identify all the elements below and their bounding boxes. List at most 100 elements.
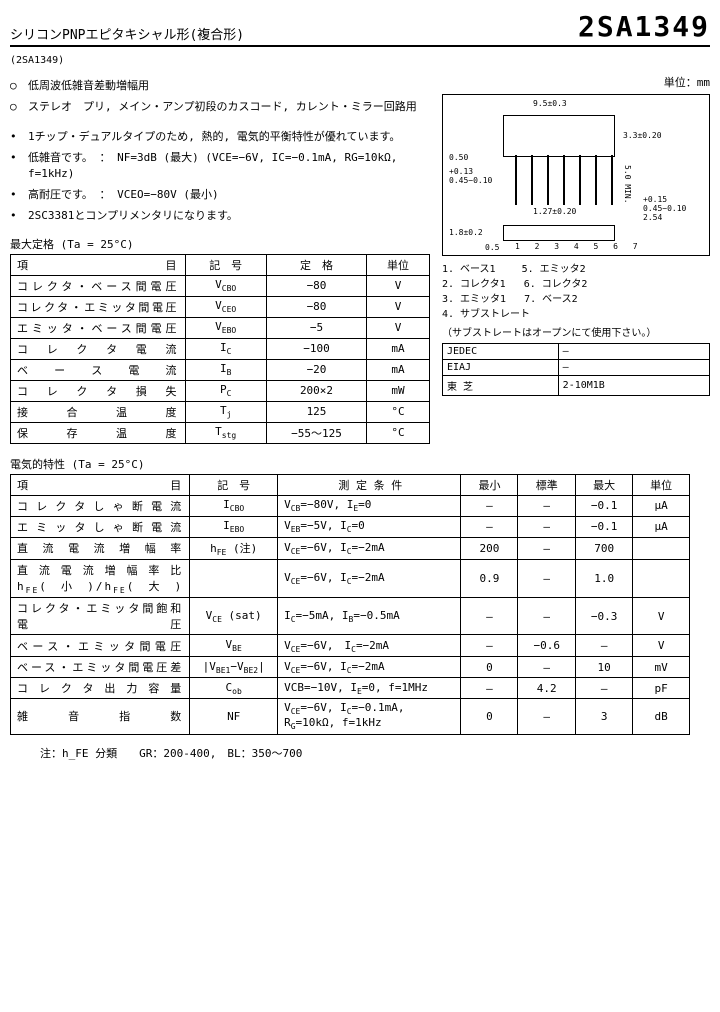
cell-name: ベース・エミッタ間電圧差 [11,657,190,678]
subtitle: シリコンPNPエピタキシャル形(複合形) [10,24,244,43]
cell-unit: V [367,296,430,317]
cell-value: −80 [266,275,366,296]
cell-symbol: NF [190,699,278,734]
dim-sidew: 0.5 [485,243,499,252]
th-symbol: 記 号 [190,474,278,495]
dim-thickness: 3.3±0.20 [623,131,662,140]
pin-numbers: 1 2 3 4 5 6 7 [515,242,643,251]
max-ratings-table: 項 目 記 号 定 格 単位 コレクタ・ベース間電圧VCBO−80Vコレクタ・エ… [10,254,430,444]
feature-item: 高耐圧です。 ： VCEO=−80V (最小) [10,187,430,202]
cell-cond: VCE=−6V, IC=−2mA [278,657,461,678]
cell-max: 1.0 [575,559,632,597]
pin-label: 3. エミッタ1 [442,290,506,305]
cell-unit: µA [633,495,690,516]
cell-name: コレクタ・エミッタ間電圧 [11,296,186,317]
feature-list: 1チップ・デュアルタイプのため, 熱的, 電気的平衡特性が優れています。 低雑音… [10,129,430,224]
cell-typ: ― [518,559,575,597]
pin-label: 2. コレクタ1 [442,275,506,290]
cell-value: 125 [266,401,366,422]
cell-cond: VCE=−6V, IC=−2mA [278,635,461,657]
feature-item: 低雑音です。 ： NF=3dB (最大) (VCE=−6V, IC=−0.1mA… [10,150,430,181]
feature-item: 2SC3381とコンプリメンタリになります。 [10,208,430,223]
pin-label: 7. ベース2 [524,290,578,305]
ref-label: 東 芝 [443,376,559,396]
cell-symbol: PC [185,380,266,401]
ref-label: EIAJ [443,360,559,376]
part-number: 2SA1349 [578,10,710,43]
cell-name: 直流電流増幅率比 hFE(小)/hFE(大) [11,559,190,597]
cell-symbol: Tj [185,401,266,422]
cell-unit [633,559,690,597]
th-unit: 単位 [367,254,430,275]
substrate-note: （サブストレートはオープンにて使用下さい。） [442,324,710,339]
ref-value: ― [558,344,709,360]
cell-typ: −0.6 [518,635,575,657]
pin-list: 1. ベース15. エミッタ2 2. コレクタ16. コレクタ2 3. エミッタ… [442,260,710,320]
cell-unit: °C [367,401,430,422]
cell-value: 200×2 [266,380,366,401]
cell-value: −100 [266,338,366,359]
cell-name: 接 合 温 度 [11,401,186,422]
cell-min: 0 [461,699,518,734]
cell-unit: µA [633,516,690,537]
cell-value: −20 [266,359,366,380]
ref-table: JEDEC― EIAJ― 東 芝2-10M1B [442,343,710,396]
dim-leadout: +0.15 0.45−0.10 [643,195,686,213]
cell-min: ― [461,635,518,657]
cell-name: コ レ ク タ 電 流 [11,338,186,359]
cell-symbol: VEBO [185,317,266,338]
dim-leadt: +0.13 0.45−0.10 [449,167,492,185]
cell-symbol: VCEO [185,296,266,317]
cell-typ: ― [518,699,575,734]
cell-symbol: |VBE1−VBE2| [190,657,278,678]
cell-name: 保 存 温 度 [11,422,186,443]
small-part-id: (2SA1349) [10,55,710,66]
cell-typ: ― [518,598,575,635]
dim-pitch2: 2.54 [643,213,662,222]
cell-value: −80 [266,296,366,317]
cell-name: コレクタしゃ断電流 [11,495,190,516]
cell-symbol: VCBO [185,275,266,296]
cell-max: −0.1 [575,516,632,537]
cell-symbol: Cob [190,678,278,699]
cell-max: −0.1 [575,495,632,516]
cell-symbol: VCE (sat) [190,598,278,635]
th-max: 最大 [575,474,632,495]
cell-symbol: IC [185,338,266,359]
cell-min: 0.9 [461,559,518,597]
pin-label: 5. エミッタ2 [522,260,586,275]
cell-symbol: hFE (注) [190,537,278,559]
pin-label: 4. サブストレート [442,305,530,320]
dim-width: 9.5±0.3 [533,99,567,108]
cell-unit: mW [367,380,430,401]
cell-unit: mV [633,657,690,678]
cell-cond: VEB=−5V, IC=0 [278,516,461,537]
hfe-footnote: 注：h_FE 分類 GR：200-400, BL：350〜700 [10,745,710,761]
cell-name: 直 流 電 流 増 幅 率 [11,537,190,559]
th-min: 最小 [461,474,518,495]
cell-symbol: IB [185,359,266,380]
cell-name: エミッタしゃ断電流 [11,516,190,537]
th-item: 項 目 [11,254,186,275]
cell-symbol: Tstg [185,422,266,443]
cell-symbol: IEBO [190,516,278,537]
cell-min: 0 [461,657,518,678]
max-ratings-title: 最大定格 (Ta = 25°C) [10,236,430,252]
cell-max: 10 [575,657,632,678]
cell-name: コレクタ出力容量 [11,678,190,699]
cell-unit [633,537,690,559]
cell-cond: IC=−5mA, IB=−0.5mA [278,598,461,635]
cell-typ: ― [518,495,575,516]
header: シリコンPNPエピタキシャル形(複合形) 2SA1349 [10,10,710,47]
ref-value: ― [558,360,709,376]
pin-label: 1. ベース1 [442,260,496,275]
cell-name: コレクタ・エミッタ間飽和電圧 [11,598,190,635]
dim-sideh: 1.8±0.2 [449,228,483,237]
cell-name: ベース・エミッタ間電圧 [11,635,190,657]
feature-item: 1チップ・デュアルタイプのため, 熱的, 電気的平衡特性が優れています。 [10,129,430,144]
th-unit: 単位 [633,474,690,495]
cell-max: ― [575,635,632,657]
cell-unit: V [633,598,690,635]
ref-value: 2-10M1B [558,376,709,396]
cell-min: 200 [461,537,518,559]
